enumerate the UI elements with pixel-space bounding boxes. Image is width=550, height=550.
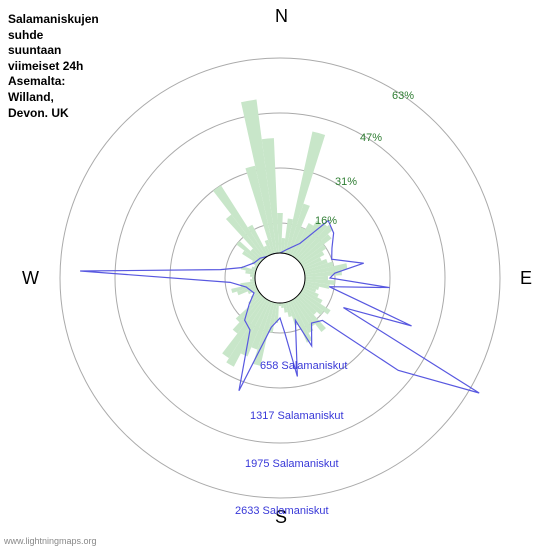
ring-strike-label: 1975 Salamaniskut bbox=[245, 458, 339, 470]
ring-strike-label: 1317 Salamaniskut bbox=[250, 410, 344, 422]
compass-w: W bbox=[22, 268, 39, 289]
compass-e: E bbox=[520, 268, 532, 289]
ring-percent-label: 16% bbox=[315, 215, 337, 227]
polar-chart-container: Salamaniskujen suhde suuntaan viimeiset … bbox=[0, 0, 550, 550]
credit-text: www.lightningmaps.org bbox=[4, 536, 97, 546]
ring-strike-label: 2633 Salamaniskut bbox=[235, 505, 329, 517]
ring-percent-label: 31% bbox=[335, 176, 357, 188]
ring-percent-label: 63% bbox=[392, 90, 414, 102]
chart-title: Salamaniskujen suhde suuntaan viimeiset … bbox=[8, 12, 99, 121]
compass-n: N bbox=[275, 6, 288, 27]
ring-percent-label: 47% bbox=[360, 132, 382, 144]
ring-strike-label: 658 Salamaniskut bbox=[260, 360, 347, 372]
